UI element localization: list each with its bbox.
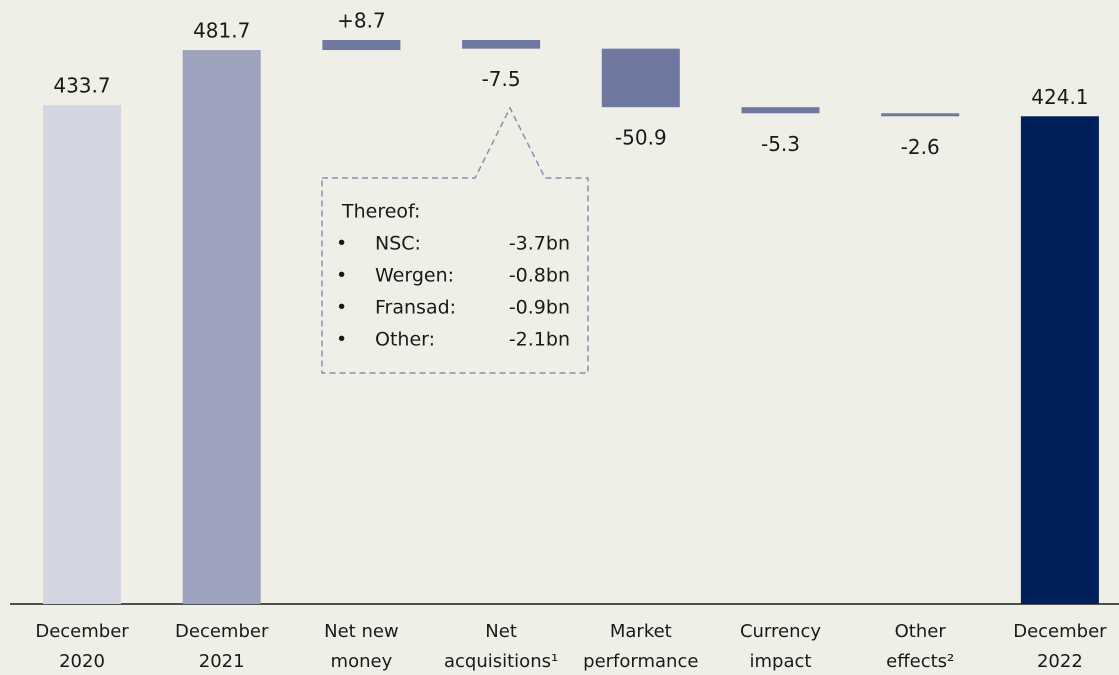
bar: [1020, 116, 1099, 604]
x-tick-label: Market: [610, 621, 672, 642]
callout-bullet: •: [336, 265, 347, 287]
callout-item-name: Fransad:: [375, 297, 456, 319]
callout-box: [321, 106, 589, 374]
callout-item-value: -3.7bn: [509, 233, 570, 255]
value-label: -5.3: [761, 132, 800, 156]
x-tick-label: money: [331, 651, 393, 672]
bar: [43, 105, 121, 605]
callout-item-name: Wergen:: [375, 265, 454, 287]
x-tick-label: December: [175, 621, 269, 642]
x-tick-label: 2022: [1037, 651, 1083, 672]
callout-item-value: -0.8bn: [509, 265, 570, 287]
callout-item-name: Other:: [375, 329, 435, 351]
value-label: -2.6: [901, 135, 940, 159]
x-tick-label: December: [1013, 621, 1107, 642]
bar: [322, 40, 401, 51]
value-label: +8.7: [337, 9, 386, 33]
bar: [462, 40, 541, 49]
callout-item-value: -0.9bn: [509, 297, 570, 319]
value-label: -7.5: [482, 67, 521, 91]
bar: [741, 107, 820, 114]
x-tick-label: 2021: [199, 651, 245, 672]
x-tick-label: acquisitions¹: [444, 651, 558, 672]
x-tick-label: Net: [485, 621, 517, 642]
x-tick-label: 2020: [59, 651, 105, 672]
bar: [601, 48, 680, 108]
callout-title: Thereof:: [341, 201, 420, 223]
callout-bullet: •: [336, 233, 347, 255]
x-tick-label: effects²: [886, 651, 954, 672]
bar: [182, 50, 261, 605]
callout-bullet: •: [336, 297, 347, 319]
x-tick-label: December: [35, 621, 129, 642]
x-tick-label: Currency: [740, 621, 821, 642]
callout-item-name: NSC:: [375, 233, 421, 255]
x-tick-label: Net new: [324, 621, 399, 642]
x-tick-label: performance: [583, 651, 698, 672]
value-label: 481.7: [193, 19, 250, 43]
callout-bullet: •: [336, 329, 347, 351]
value-label: -50.9: [615, 126, 667, 150]
x-tick-label: impact: [750, 651, 812, 672]
value-label: 424.1: [1031, 85, 1088, 109]
callout-item-value: -2.1bn: [509, 329, 570, 351]
bar: [881, 113, 960, 117]
value-label: 433.7: [53, 74, 110, 98]
x-tick-label: Other: [895, 621, 947, 642]
